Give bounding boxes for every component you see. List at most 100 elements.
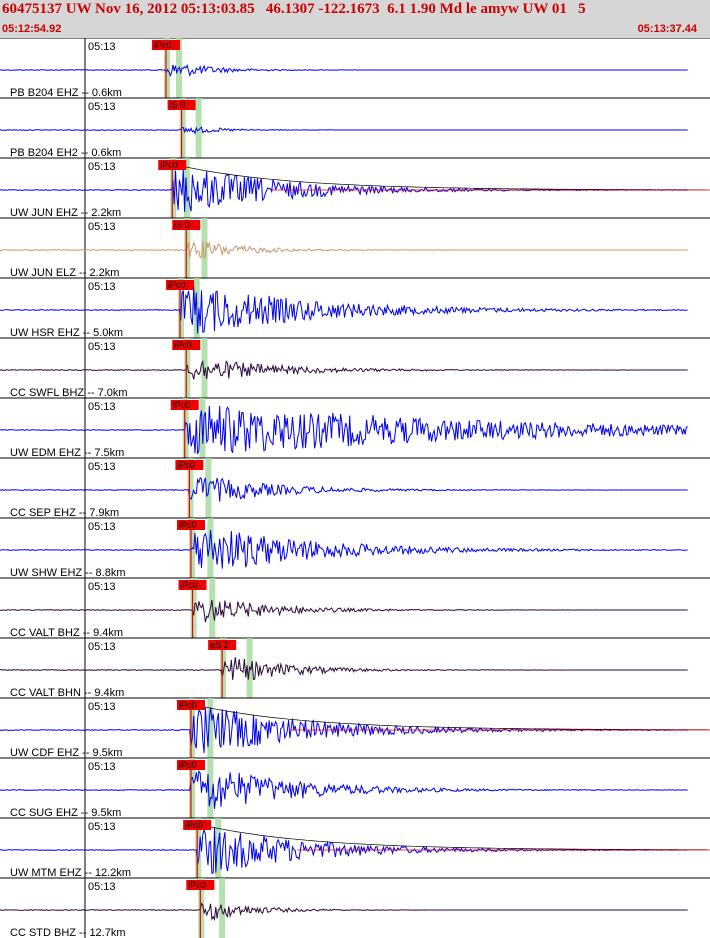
- coda-curve: [207, 825, 708, 851]
- station-label: CC VALT BHZ -- 9.4km: [10, 627, 123, 639]
- time-tick-label: 05:13: [88, 41, 116, 53]
- pick-label: iPc0: [154, 40, 172, 50]
- coda-curve: [200, 705, 710, 731]
- pick-label: iPc0: [174, 340, 192, 350]
- trace-panel: iPc0 05:13 CC SEP EHZ -- 7.9km: [0, 457, 710, 519]
- time-tick-label: 05:13: [88, 341, 116, 353]
- pick-label: iPc0: [160, 160, 178, 170]
- p-arrival-band: [182, 398, 189, 458]
- s-arrival-band: [201, 218, 208, 278]
- waveform: [0, 529, 688, 569]
- trace-panel: iS 0 05:13 UW JUN ELZ -- 2.2km: [0, 217, 710, 279]
- coda-curve: [182, 165, 707, 191]
- trace-panel: iPc0 05:13 UW JUN EHZ -- 2.2km: [0, 157, 710, 219]
- time-tick-label: 05:13: [88, 641, 116, 653]
- waveform: [0, 599, 688, 623]
- station-label: CC STD BHZ -- 12.7km: [10, 927, 126, 938]
- time-tick-label: 05:13: [88, 761, 116, 773]
- time-tick-label: 05:13: [88, 581, 116, 593]
- pick-label: iPc0: [181, 580, 199, 590]
- pick-label: iS 0: [170, 100, 186, 110]
- pick-flag: [175, 460, 204, 470]
- pick-flag: [152, 40, 180, 50]
- time-tick-label: 05:13: [88, 521, 116, 533]
- p-arrival-band: [187, 458, 194, 518]
- trace-panel: iPc0 05:13 CC STD BHZ -- 12.7km: [0, 877, 710, 938]
- pick-flag: [176, 700, 205, 710]
- station-label: PB B204 EHZ -- 0.6km: [10, 87, 122, 99]
- time-tick-label: 05:13: [88, 701, 116, 713]
- trace-panel: iPc0 05:13 CC VALT BHZ -- 9.4km: [0, 577, 710, 639]
- trace-panel: eS 2 05:13 CC VALT BHN -- 9.4km: [0, 637, 710, 699]
- event-title: 60475137 UW Nov 16, 2012 05:13:03.85 46.…: [2, 1, 586, 17]
- s-arrival-band: [207, 518, 214, 578]
- trace-panel: iPc0 05:13 CC SWFL BHZ -- 7.0km: [0, 337, 710, 399]
- waveform: [0, 902, 688, 922]
- time-tick-label: 05:13: [88, 401, 116, 413]
- s-arrival-band: [207, 698, 214, 758]
- trace-panel: iPc0 05:13 UW SHW EHZ -- 8.8km: [0, 517, 710, 579]
- pick-flag: [166, 280, 195, 290]
- pick-flag: [170, 400, 199, 410]
- p-arrival-band: [164, 38, 170, 98]
- p-arrival-band: [198, 878, 205, 938]
- station-label: UW JUN ELZ -- 2.2km: [10, 267, 119, 279]
- trace-panel: iS 0 05:13 PB B204 EH2 -- 0.6km: [0, 97, 710, 159]
- pick-flag: [172, 340, 201, 350]
- pick-flag: [158, 160, 187, 170]
- pick-label: iPc0: [168, 280, 186, 290]
- s-arrival-band: [215, 818, 222, 878]
- p-arrival-band: [188, 698, 195, 758]
- trace-panel: iPc0 05:13 UW CDF EHZ -- 9.5km: [0, 697, 710, 759]
- waveform: [0, 657, 688, 681]
- pick-label: iPc0: [179, 760, 197, 770]
- pick-label: iPc0: [173, 400, 191, 410]
- station-label: UW SHW EHZ -- 8.8km: [10, 567, 126, 579]
- trace-panel: iPc0 05:13 PB B204 EHZ -- 0.6km: [0, 38, 710, 99]
- end-time: 05:13:37.44: [637, 23, 697, 35]
- trace-panel: iPc0 05:13 UW EDM EHZ -- 7.5km: [0, 397, 710, 459]
- trace-panel: iPc0 05:13 UW MTM EHZ -- 12.2km: [0, 817, 710, 879]
- p-arrival-band: [188, 758, 195, 818]
- pick-flag: [176, 520, 205, 530]
- waveform: [0, 405, 688, 455]
- s-arrival-band: [201, 338, 208, 398]
- station-label: UW EDM EHZ -- 7.5km: [10, 447, 124, 459]
- waveform: [0, 63, 688, 77]
- station-label: UW MTM EHZ -- 12.2km: [10, 867, 131, 879]
- time-tick-label: 05:13: [88, 281, 116, 293]
- time-tick-label: 05:13: [88, 881, 116, 893]
- station-label: UW CDF EHZ -- 9.5km: [10, 747, 122, 759]
- pick-label: eS 2: [210, 640, 229, 650]
- station-label: CC SUG EHZ -- 9.5km: [10, 807, 121, 819]
- waveform: [0, 359, 688, 380]
- station-label: CC VALT BHN -- 9.4km: [10, 687, 124, 699]
- p-arrival-band: [220, 638, 227, 698]
- p-arrival-band: [179, 98, 186, 158]
- pick-flag: [208, 640, 237, 650]
- s-arrival-band: [207, 758, 214, 818]
- time-tick-label: 05:13: [88, 221, 116, 233]
- pick-label: iPc0: [188, 880, 206, 890]
- pick-flag: [167, 100, 196, 110]
- p-arrival-band: [190, 578, 197, 638]
- waveform: [0, 241, 688, 260]
- s-arrival-band: [219, 878, 226, 938]
- seismogram-plot: iPc0 05:13 PB B204 EHZ -- 0.6km iS 0 05:13 PB…: [0, 38, 710, 938]
- s-arrival-band: [195, 98, 202, 158]
- pick-flag: [178, 580, 207, 590]
- waveform: [0, 126, 688, 135]
- time-tick-label: 05:13: [88, 461, 116, 473]
- pick-flag: [186, 880, 215, 890]
- p-arrival-band: [195, 818, 202, 878]
- time-tick-label: 05:13: [88, 161, 116, 173]
- station-label: UW JUN EHZ -- 2.2km: [10, 207, 121, 219]
- header-bar: 60475137 UW Nov 16, 2012 05:13:03.85 46.…: [0, 0, 710, 38]
- trace-panel: iPc0 05:13 CC SUG EHZ -- 9.5km: [0, 757, 710, 819]
- pick-label: iPc0: [179, 700, 197, 710]
- trace-panel: iPc0 05:13 UW HSR EHZ -- 5.0km: [0, 277, 710, 339]
- station-label: PB B204 EH2 -- 0.6km: [10, 147, 121, 159]
- pick-label: iPc0: [177, 460, 195, 470]
- waveform: [0, 476, 688, 502]
- pick-label: iPc0: [179, 520, 197, 530]
